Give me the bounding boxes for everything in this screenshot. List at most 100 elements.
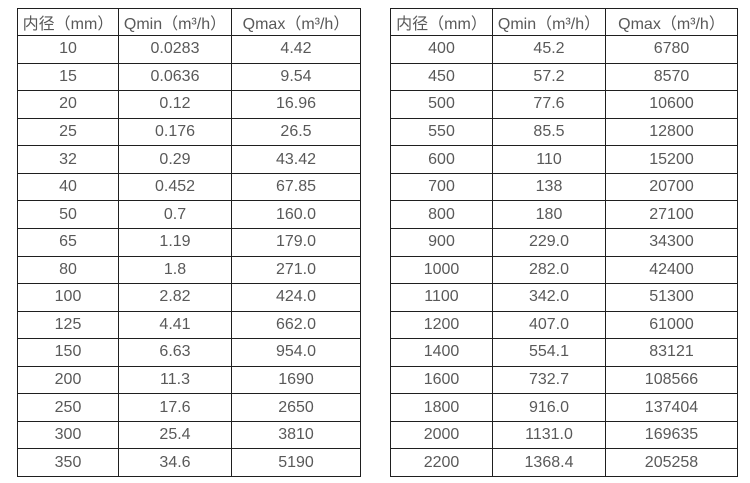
table-cell: 83121: [605, 338, 738, 367]
table-cell: 2650: [231, 393, 361, 422]
table-cell: 0.7: [118, 200, 232, 229]
table-cell: 342.0: [492, 283, 606, 312]
table-cell: 200: [17, 365, 119, 395]
table-row: 1800 916.0 137404: [390, 393, 738, 422]
table-cell: 1600: [390, 365, 493, 395]
table-cell: 0.0636: [118, 62, 232, 92]
table-cell: 0.176: [118, 117, 232, 147]
table-cell: 6.63: [118, 338, 232, 367]
table-cell: 125: [17, 310, 119, 340]
table-cell: 15: [17, 62, 119, 92]
table-row: 1600 732.7 108566: [390, 365, 738, 395]
table-row: 800 180 27100: [390, 200, 738, 229]
table-row: 1200 407.0 61000: [390, 310, 738, 340]
table-cell: 407.0: [492, 310, 606, 340]
table-cell: 180: [492, 200, 606, 229]
table-row: 200 11.3 1690: [17, 365, 361, 395]
table-row: 150 6.63 954.0: [17, 338, 361, 367]
table-cell: 700: [390, 172, 493, 202]
table-cell: 1100: [390, 283, 493, 312]
table-row: 700 138 20700: [390, 172, 738, 202]
table-row: 1000 282.0 42400: [390, 255, 738, 285]
table-cell: 15200: [605, 145, 738, 174]
table-cell: 25.4: [118, 420, 232, 450]
table-cell: 6780: [605, 35, 738, 64]
table-row: 25 0.176 26.5: [17, 117, 361, 147]
table-row: 10 0.0283 4.42: [17, 35, 361, 64]
table-cell: 916.0: [492, 393, 606, 422]
table-cell: 4.41: [118, 310, 232, 340]
table-row: 100 2.82 424.0: [17, 283, 361, 312]
header-qmax: Qmax（m³/h）: [605, 8, 738, 36]
table-cell: 32: [17, 145, 119, 174]
table-cell: 1800: [390, 393, 493, 422]
table-cell: 43.42: [231, 145, 361, 174]
table-cell: 169635: [605, 420, 738, 450]
table-cell: 65: [17, 227, 119, 257]
table-row: 50 0.7 160.0: [17, 200, 361, 229]
table-cell: 2000: [390, 420, 493, 450]
table-row: 500 77.6 10600: [390, 90, 738, 119]
table-cell: 554.1: [492, 338, 606, 367]
table-cell: 80: [17, 255, 119, 285]
table-cell: 137404: [605, 393, 738, 422]
table-cell: 500: [390, 90, 493, 119]
table-header-row: 内径（mm） Qmin（m³/h） Qmax（m³/h）: [390, 8, 738, 36]
header-qmin: Qmin（m³/h）: [118, 8, 232, 36]
table-row: 250 17.6 2650: [17, 393, 361, 422]
table-cell: 0.452: [118, 172, 232, 202]
table-cell: 160.0: [231, 200, 361, 229]
table-cell: 4.42: [231, 35, 361, 64]
table-row: 65 1.19 179.0: [17, 227, 361, 257]
flow-spec-table-small-diameters: 内径（mm） Qmin（m³/h） Qmax（m³/h） 10 0.0283 4.4…: [17, 8, 361, 477]
table-cell: 205258: [605, 448, 738, 477]
table-row: 1100 342.0 51300: [390, 283, 738, 312]
table-cell: 85.5: [492, 117, 606, 147]
table-cell: 20: [17, 90, 119, 119]
table-cell: 282.0: [492, 255, 606, 285]
header-qmin: Qmin（m³/h）: [492, 8, 606, 36]
table-cell: 0.12: [118, 90, 232, 119]
table-cell: 1200: [390, 310, 493, 340]
table-cell: 179.0: [231, 227, 361, 257]
table-cell: 1690: [231, 365, 361, 395]
table-cell: 0.29: [118, 145, 232, 174]
table-cell: 77.6: [492, 90, 606, 119]
table-cell: 1000: [390, 255, 493, 285]
table-row: 2000 1131.0 169635: [390, 420, 738, 450]
table-cell: 17.6: [118, 393, 232, 422]
table-cell: 900: [390, 227, 493, 257]
table-header-row: 内径（mm） Qmin（m³/h） Qmax（m³/h）: [17, 8, 361, 36]
table-cell: 662.0: [231, 310, 361, 340]
table-cell: 57.2: [492, 62, 606, 92]
table-row: 550 85.5 12800: [390, 117, 738, 147]
flow-spec-table-large-diameters: 内径（mm） Qmin（m³/h） Qmax（m³/h） 400 45.2 6780…: [390, 8, 738, 477]
table-row: 2200 1368.4 205258: [390, 448, 738, 477]
header-qmax: Qmax（m³/h）: [231, 8, 361, 36]
table-row: 600 110 15200: [390, 145, 738, 174]
table-cell: 424.0: [231, 283, 361, 312]
table-cell: 2.82: [118, 283, 232, 312]
table-cell: 954.0: [231, 338, 361, 367]
table-cell: 40: [17, 172, 119, 202]
table-cell: 50: [17, 200, 119, 229]
table-cell: 16.96: [231, 90, 361, 119]
table-cell: 1400: [390, 338, 493, 367]
table-row: 300 25.4 3810: [17, 420, 361, 450]
table-cell: 100: [17, 283, 119, 312]
table-row: 15 0.0636 9.54: [17, 62, 361, 92]
table-cell: 1.19: [118, 227, 232, 257]
table-row: 1400 554.1 83121: [390, 338, 738, 367]
table-cell: 138: [492, 172, 606, 202]
table-cell: 400: [390, 35, 493, 64]
table-cell: 9.54: [231, 62, 361, 92]
table-cell: 51300: [605, 283, 738, 312]
table-cell: 1368.4: [492, 448, 606, 477]
table-cell: 20700: [605, 172, 738, 202]
table-row: 20 0.12 16.96: [17, 90, 361, 119]
table-cell: 34300: [605, 227, 738, 257]
table-row: 350 34.6 5190: [17, 448, 361, 477]
table-cell: 10600: [605, 90, 738, 119]
table-cell: 8570: [605, 62, 738, 92]
